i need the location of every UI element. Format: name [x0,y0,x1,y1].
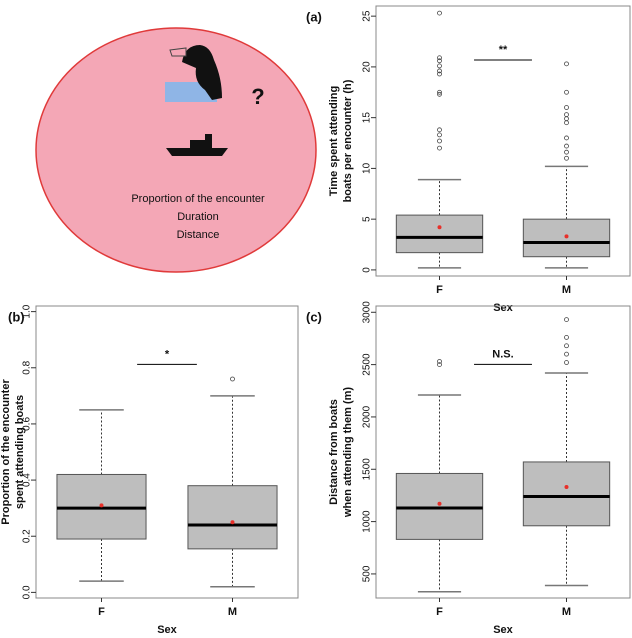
mean [564,234,569,239]
outlier [437,138,442,144]
y-tick-label: 1000 [362,510,373,533]
box [395,472,484,540]
y-tick-label: 2000 [362,405,373,428]
y-tick-label: 0.4 [22,473,33,487]
diagram-text: Proportion of the encounter [131,193,265,205]
plot-frame [375,5,631,277]
y-tick-label: 20 [362,61,373,73]
diagram-text: Duration [177,211,219,223]
outlier [437,68,442,74]
plot-frame [35,305,299,599]
outlier [437,127,442,133]
outlier [437,55,442,61]
plot-frame [375,305,631,599]
question-mark: ? [251,84,264,109]
y-tick-label: 3000 [362,301,373,324]
box [187,485,278,550]
y-axis-label: Proportion of the encounter [0,379,12,525]
y-tick-label: 1500 [362,458,373,481]
y-axis-label: boats per encounter (h) [342,79,354,202]
outlier [564,143,569,149]
outlier [564,155,569,161]
box [522,461,611,527]
outlier [564,317,569,323]
outlier [437,91,442,97]
box [395,214,484,254]
significance-label: N.S. [492,348,513,360]
mean [99,503,104,508]
outlier [437,132,442,138]
y-tick-label: 0.6 [22,417,33,431]
x-tick-label: F [436,284,443,296]
y-tick-label: 500 [362,565,373,582]
mean [564,485,569,490]
outlier [564,61,569,67]
panel-label: (b) [8,309,25,324]
x-axis-label: Sex [493,302,513,314]
y-tick-label: 0.0 [22,585,33,599]
x-tick-label: M [562,284,571,296]
outlier [564,120,569,126]
outlier [437,63,442,69]
y-axis-label: Distance from boats [328,399,340,505]
outlier [437,10,442,16]
bird-icon [182,45,222,100]
outlier [564,334,569,340]
outlier [564,149,569,155]
y-tick-label: 5 [362,216,373,222]
panel-label: (a) [306,9,322,24]
y-axis-label: when attending them (m) [342,387,354,519]
box-plot: (b) 0.0 0.2 0.4 0.6 0.8 1.0 Proportion of the e… [0,304,299,636]
y-tick-label: 2500 [362,353,373,376]
panel-label: (c) [306,309,322,324]
y-tick-label: 15 [362,112,373,124]
y-axis-label: spent attending boats [14,395,26,509]
mean [437,225,442,230]
significance-label: ** [499,44,508,56]
outlier [437,89,442,95]
x-tick-label: M [228,606,237,618]
outlier [564,360,569,365]
diagram-text: Distance [177,229,220,241]
outlier [437,145,442,151]
bird-beak [169,47,187,57]
outlier [437,71,442,77]
outlier [564,343,569,349]
outlier [564,351,569,357]
outlier [437,362,442,368]
mean [437,501,442,506]
outlier [564,116,569,122]
y-tick-label: 0 [362,267,373,273]
x-tick-label: F [98,606,105,618]
y-tick-label: 0.8 [22,360,33,374]
y-tick-label: 1.0 [22,304,33,318]
y-tick-label: 25 [362,10,373,22]
outlier [564,105,569,110]
outlier [564,135,569,141]
outlier [230,376,235,382]
y-tick-label: 10 [362,162,373,174]
outlier [437,359,442,364]
x-axis-label: Sex [157,624,177,636]
x-axis-label: Sex [493,624,513,636]
y-tick-label: 0.2 [22,529,33,543]
y-axis-label: Time spent attending [328,86,340,196]
outlier [564,112,569,118]
x-tick-label: M [562,606,571,618]
box-plot: (c) 500 1000 1500 2000 2500 3000 Distance from … [306,301,631,636]
box-plot: (a) 0 5 10 15 20 25 Time spent attending boats p… [306,5,631,314]
boat-icon [166,134,228,156]
significance-label: * [165,348,170,360]
mean [230,520,235,525]
x-tick-label: F [436,606,443,618]
outlier [564,89,569,95]
outlier [437,58,442,64]
diagram: ? Proportion of the encounter Duration D… [35,27,317,273]
